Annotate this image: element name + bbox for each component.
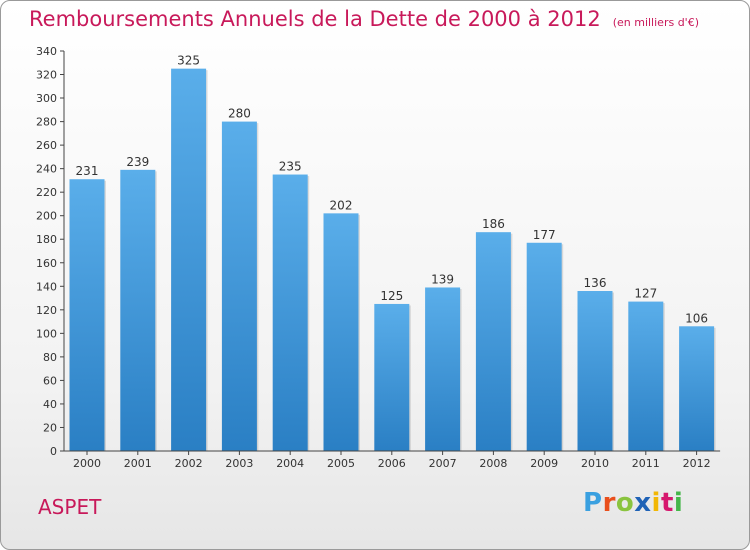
data-label: 235 — [279, 160, 302, 174]
y-tick-label: 240 — [36, 163, 57, 176]
bar-2000 — [69, 179, 105, 451]
y-tick-label: 40 — [43, 398, 57, 411]
y-tick-label: 300 — [36, 92, 57, 105]
y-tick-label: 160 — [36, 257, 57, 270]
data-label: 106 — [685, 311, 708, 325]
x-tick-label: 2000 — [73, 457, 101, 470]
data-label: 127 — [634, 287, 657, 301]
bar-2008 — [475, 232, 511, 451]
data-label: 136 — [584, 276, 607, 290]
proxiti-logo: Proxiti — [583, 488, 684, 518]
data-label: 239 — [126, 155, 149, 169]
x-tick-label: 2001 — [124, 457, 152, 470]
y-tick-label: 80 — [43, 351, 57, 364]
y-tick-label: 320 — [36, 69, 57, 82]
bar-2005 — [323, 213, 359, 451]
data-label: 186 — [482, 217, 505, 231]
bars: 231 239 325 280 235 202 125 139 186 177 136 127 106 — [69, 54, 716, 452]
y-tick-label: 120 — [36, 304, 57, 317]
bar-2004 — [272, 174, 308, 451]
y-tick-label: 20 — [43, 421, 57, 434]
x-tick-label: 2007 — [429, 457, 457, 470]
x-tick-label: 2002 — [175, 457, 203, 470]
bar-2002 — [171, 68, 207, 451]
bar-2010 — [577, 291, 613, 451]
y-tick-label: 100 — [36, 327, 57, 340]
data-label: 280 — [228, 107, 251, 121]
bar-2003 — [221, 121, 257, 452]
x-tick-label: 2009 — [530, 457, 558, 470]
data-label: 125 — [380, 289, 403, 303]
data-label: 231 — [76, 164, 99, 178]
x-tick-label: 2006 — [378, 457, 406, 470]
chart-title-block: Remboursements Annuels de la Dette de 20… — [29, 7, 699, 31]
y-axis: 0 20 40 60 80 100 120 140 160 180 200 220 240 260 280 3… — [36, 45, 65, 458]
data-label: 139 — [431, 272, 454, 286]
data-label: 177 — [533, 228, 556, 242]
y-tick-label: 140 — [36, 280, 57, 293]
y-tick-label: 280 — [36, 116, 57, 129]
chart-title: Remboursements Annuels de la Dette de 20… — [29, 7, 601, 31]
bar-2007 — [425, 287, 461, 451]
x-axis: 2000 2001 2002 2003 2004 2005 2006 2007 2008 2009… — [64, 450, 721, 470]
x-tick-label: 2010 — [581, 457, 609, 470]
y-tick-label: 180 — [36, 233, 57, 246]
y-tick-label: 340 — [36, 45, 57, 58]
y-tick-label: 220 — [36, 186, 57, 199]
x-tick-label: 2011 — [632, 457, 660, 470]
y-tick-label: 200 — [36, 210, 57, 223]
data-label: 325 — [177, 54, 200, 68]
x-tick-label: 2003 — [225, 457, 253, 470]
bar-2012 — [679, 326, 715, 451]
bar-2006 — [374, 303, 410, 451]
data-label: 202 — [330, 198, 353, 212]
y-tick-label: 60 — [43, 374, 57, 387]
x-tick-label: 2005 — [327, 457, 355, 470]
y-tick-label: 260 — [36, 139, 57, 152]
y-tick-label: 0 — [50, 445, 57, 458]
unit-note: (en milliers d'€) — [612, 16, 699, 29]
x-tick-label: 2004 — [276, 457, 304, 470]
bar-2011 — [628, 301, 664, 451]
commune-name: ASPET — [38, 495, 102, 519]
bar-2001 — [120, 169, 156, 451]
x-tick-label: 2008 — [479, 457, 507, 470]
x-tick-label: 2012 — [683, 457, 711, 470]
bar-2009 — [526, 242, 562, 451]
